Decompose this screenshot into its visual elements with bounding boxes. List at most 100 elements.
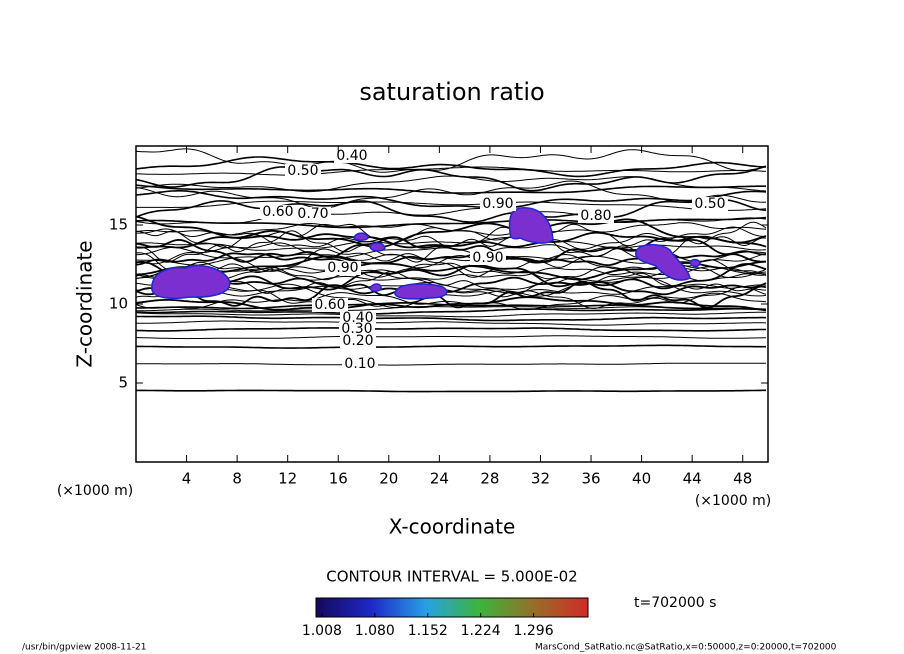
colorbar-cell bbox=[574, 598, 576, 617]
x-tick-label: 28 bbox=[480, 470, 499, 488]
colorbar-cell bbox=[386, 598, 388, 617]
colorbar-cell bbox=[434, 598, 436, 617]
colorbar-cell bbox=[348, 598, 350, 617]
colorbar-cell bbox=[494, 598, 496, 617]
colorbar-cell bbox=[380, 598, 382, 617]
contour-line bbox=[135, 276, 767, 296]
contour-label-bg bbox=[692, 197, 728, 211]
colorbar-cell bbox=[480, 598, 482, 617]
colorbar-cell bbox=[324, 598, 326, 617]
supersaturated-region bbox=[508, 207, 554, 244]
contour-label: 0.90 bbox=[472, 250, 503, 266]
colorbar-cell bbox=[570, 598, 572, 617]
colorbar-cell bbox=[476, 598, 478, 617]
colorbar-cell bbox=[550, 598, 552, 617]
y-tick-label: 10 bbox=[109, 295, 128, 313]
colorbar-cell bbox=[390, 598, 392, 617]
contour-label: 0.30 bbox=[341, 321, 372, 337]
contour-label-bg bbox=[312, 298, 348, 312]
colorbar-cell bbox=[322, 598, 324, 617]
colorbar-cell bbox=[514, 598, 516, 617]
chart-title: saturation ratio bbox=[359, 78, 544, 106]
colorbar-cell bbox=[328, 598, 330, 617]
contour-line bbox=[135, 222, 767, 236]
contour-label: 0.90 bbox=[482, 196, 513, 212]
colorbar-cell bbox=[544, 598, 546, 617]
footer-right: MarsCond_SatRatio.nc@SatRatio,x=0:50000,… bbox=[535, 643, 837, 653]
colorbar-cell bbox=[450, 598, 452, 617]
colorbar-cell bbox=[452, 598, 454, 617]
colorbar-cell bbox=[382, 598, 384, 617]
y-tick-label: 15 bbox=[109, 216, 128, 234]
colorbar-cell bbox=[546, 598, 548, 617]
colorbar-cell bbox=[478, 598, 480, 617]
colorbar-tick-label: 1.080 bbox=[355, 623, 395, 639]
contour-line bbox=[135, 156, 766, 178]
colorbar-cell bbox=[488, 598, 490, 617]
contour-line bbox=[136, 315, 767, 322]
colorbar-cell bbox=[436, 598, 438, 617]
colorbar-cell bbox=[500, 598, 502, 617]
colorbar-cell bbox=[318, 598, 320, 617]
contour-label: 0.90 bbox=[327, 260, 358, 276]
colorbar-cell bbox=[560, 598, 562, 617]
contour-label: 0.50 bbox=[694, 196, 725, 212]
colorbar-cell bbox=[456, 598, 458, 617]
colorbar-cell bbox=[448, 598, 450, 617]
colorbar-cell bbox=[364, 598, 366, 617]
contour-line bbox=[135, 280, 767, 309]
x-axis-label: X-coordinate bbox=[389, 515, 516, 539]
colorbar-cell bbox=[340, 598, 342, 617]
colorbar-tick-label: 1.296 bbox=[514, 623, 554, 639]
x-tick-label: 36 bbox=[581, 470, 600, 488]
colorbar-cell bbox=[534, 598, 536, 617]
contour-label: 0.60 bbox=[262, 204, 293, 220]
contour-line bbox=[136, 389, 766, 393]
contour-interval: CONTOUR INTERVAL = 5.000E-02 bbox=[326, 568, 577, 586]
colorbar-cell bbox=[536, 598, 538, 617]
colorbar-cell bbox=[330, 598, 332, 617]
colorbar-cell bbox=[432, 598, 434, 617]
footer-left: /usr/bin/gpview 2008-11-21 bbox=[22, 643, 146, 653]
colorbar-cell bbox=[394, 598, 396, 617]
colorbar-cell bbox=[422, 598, 424, 617]
colorbar-cell bbox=[540, 598, 542, 617]
contour-line bbox=[135, 281, 767, 297]
colorbar-cell bbox=[584, 598, 586, 617]
colorbar-cell bbox=[426, 598, 428, 617]
colorbar-cell bbox=[566, 598, 568, 617]
x-unit: (×1000 m) bbox=[695, 493, 771, 509]
contour-line bbox=[135, 270, 767, 295]
colorbar-cell bbox=[416, 598, 418, 617]
x-tick-label: 40 bbox=[632, 470, 651, 488]
contour-line bbox=[135, 311, 766, 318]
supersaturated-region bbox=[635, 243, 691, 281]
contour-label-bg bbox=[340, 334, 376, 348]
supersaturated-region bbox=[689, 258, 701, 268]
contour-label-bg bbox=[285, 164, 321, 178]
colorbar-cell bbox=[558, 598, 560, 617]
x-tick-label: 32 bbox=[531, 470, 550, 488]
colorbar-cell bbox=[342, 598, 344, 617]
contour-label-bg bbox=[340, 311, 376, 325]
colorbar-cell bbox=[576, 598, 578, 617]
colorbar-cell bbox=[344, 598, 346, 617]
colorbar-cell bbox=[396, 598, 398, 617]
supersaturated-region bbox=[369, 242, 386, 252]
contour-label: 0.60 bbox=[314, 297, 345, 313]
colorbar-cell bbox=[388, 598, 390, 617]
contour-line bbox=[135, 207, 767, 225]
colorbar-cell bbox=[402, 598, 404, 617]
colorbar-cell bbox=[366, 598, 368, 617]
x-tick-label: 4 bbox=[182, 470, 192, 488]
x-tick-label: 20 bbox=[379, 470, 398, 488]
contour-label-bg bbox=[334, 149, 370, 163]
colorbar-cell bbox=[428, 598, 430, 617]
x-tick-label: 16 bbox=[329, 470, 348, 488]
colorbar-cell bbox=[454, 598, 456, 617]
colorbar-cell bbox=[486, 598, 488, 617]
contour-line bbox=[135, 260, 767, 291]
colorbar-cell bbox=[502, 598, 504, 617]
colorbar-cell bbox=[572, 598, 574, 617]
